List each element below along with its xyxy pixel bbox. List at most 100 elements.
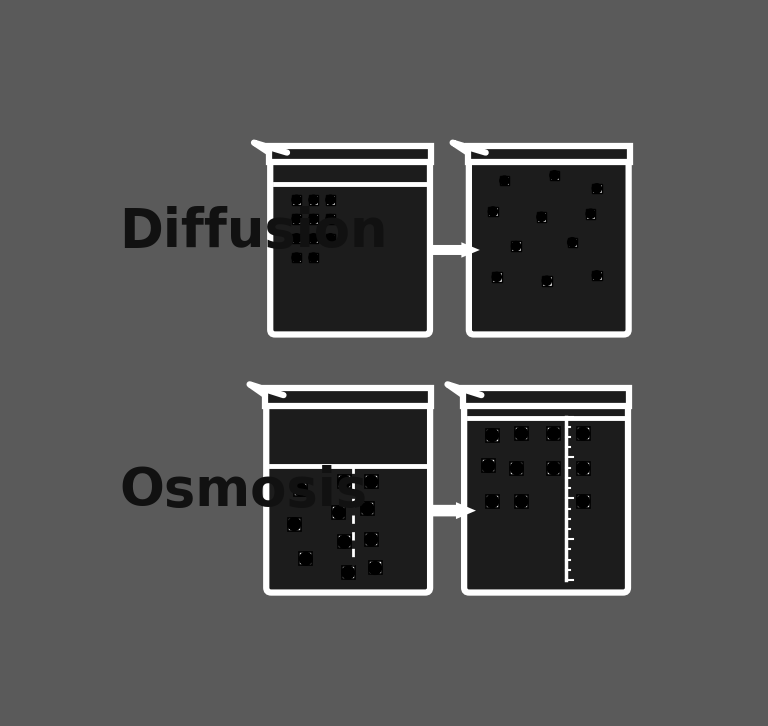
Text: Osmosis: Osmosis [120,465,368,518]
Text: Diffusion: Diffusion [120,206,388,258]
Bar [292,195,301,205]
Bar [550,171,559,180]
Bar [300,552,313,566]
Bar [309,253,318,262]
Circle shape [368,561,382,575]
Bar [309,195,318,205]
Bar [511,241,521,251]
Bar [592,184,601,193]
Circle shape [549,170,560,181]
Bar [568,237,577,247]
Circle shape [591,270,602,281]
Bar [577,495,590,508]
Bar [365,533,378,546]
Circle shape [515,494,528,508]
Circle shape [287,517,301,531]
Circle shape [308,233,319,244]
Circle shape [291,195,302,205]
Bar [269,147,431,163]
Bar [309,214,318,224]
Circle shape [341,566,356,579]
Bar [365,476,378,489]
Circle shape [510,461,524,476]
Bar [369,561,382,574]
FancyBboxPatch shape [469,148,629,335]
Circle shape [291,233,302,244]
Circle shape [547,461,561,476]
Circle shape [308,252,319,263]
Bar [485,495,498,508]
Bar [292,214,301,224]
Circle shape [293,482,307,497]
Bar [326,214,335,224]
Bar [537,212,546,221]
Bar [326,234,335,243]
FancyBboxPatch shape [464,390,628,592]
Bar [488,207,498,216]
Circle shape [308,195,319,205]
Bar [292,234,301,243]
Bar [485,428,498,441]
Bar [482,460,495,473]
Bar [463,388,629,406]
FancyArrow shape [429,502,476,519]
Circle shape [585,208,596,219]
Circle shape [591,183,602,194]
Circle shape [364,475,379,489]
Bar [515,427,528,440]
Bar [294,483,307,496]
Circle shape [547,426,561,441]
Bar [309,234,318,243]
Circle shape [325,195,336,205]
Bar [361,502,374,515]
Circle shape [485,494,499,508]
Bar [592,271,601,280]
Bar [338,535,351,548]
Bar [342,566,355,579]
Bar [468,147,630,163]
Circle shape [308,213,319,224]
Bar [510,462,523,475]
Circle shape [337,535,352,549]
Circle shape [485,428,499,442]
Circle shape [576,426,590,441]
FancyBboxPatch shape [270,148,430,335]
Bar [586,209,595,219]
Circle shape [488,206,498,217]
Bar [492,272,502,282]
Circle shape [576,461,590,476]
Bar [333,506,346,519]
Circle shape [567,237,578,248]
Bar [542,276,551,285]
Circle shape [536,211,547,222]
Bar [548,427,561,440]
Bar [548,462,561,475]
Circle shape [511,241,521,251]
FancyBboxPatch shape [266,390,430,592]
Circle shape [364,532,379,547]
Circle shape [291,213,302,224]
Circle shape [325,213,336,224]
Bar [326,195,335,205]
Circle shape [576,494,590,508]
Circle shape [541,275,552,286]
Bar [515,495,528,508]
Bar [338,476,351,489]
Circle shape [499,176,510,186]
Circle shape [482,459,495,473]
Bar [292,253,301,262]
Bar [265,388,432,406]
Bar [577,427,590,440]
Circle shape [291,252,302,263]
Circle shape [360,502,375,515]
Circle shape [515,426,528,441]
Bar [500,176,509,185]
Circle shape [492,272,502,282]
Circle shape [299,552,313,566]
Circle shape [337,475,352,489]
Circle shape [325,233,336,244]
Circle shape [332,505,346,520]
Bar [577,462,590,475]
Bar [288,518,301,531]
FancyArrow shape [429,242,480,258]
